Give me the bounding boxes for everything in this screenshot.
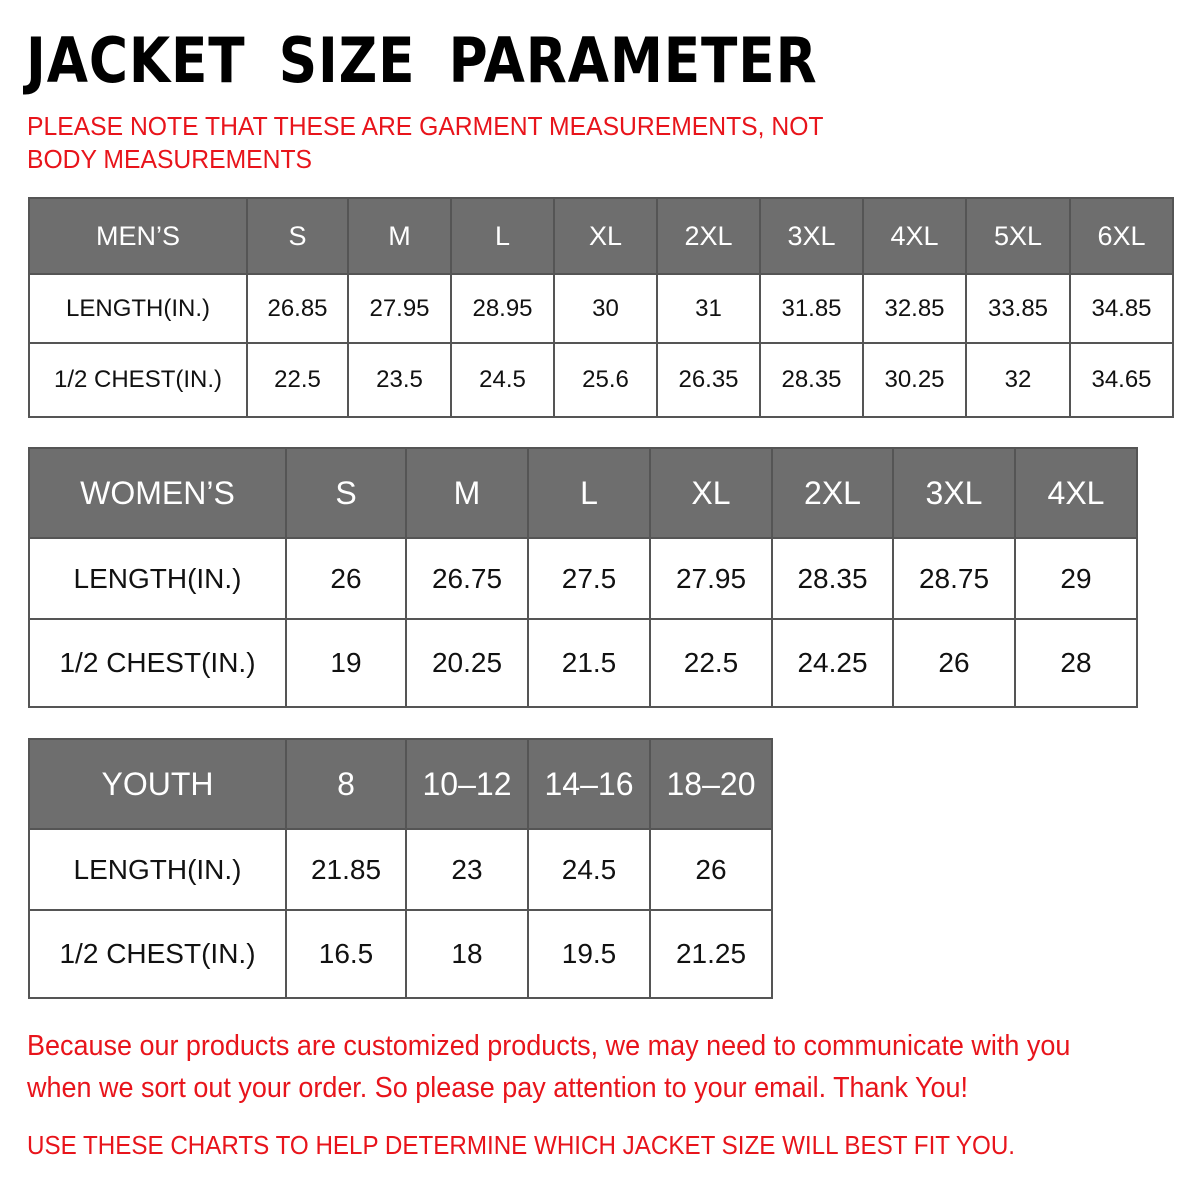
row-label: 1/2 CHEST(IN.) [28, 618, 287, 708]
footer-line-2: when we sort out your order. So please p… [27, 1072, 969, 1104]
measurement-cell: 31.85 [759, 273, 864, 344]
measurement-cell: 21.5 [527, 618, 651, 708]
womens-size-table: WOMEN’S S M L XL 2XL 3XL 4XL LENGTH(IN.) 26 26.75 2… [28, 447, 1138, 708]
measurement-cell: 34.65 [1069, 342, 1174, 418]
footer-line-1: Because our products are customized prod… [27, 1030, 1071, 1062]
measurement-cell: 23.5 [347, 342, 452, 418]
row-label: LENGTH(IN.) [28, 828, 287, 911]
measurement-cell: 27.95 [649, 537, 773, 620]
size-header: S [246, 197, 349, 275]
measurement-cell: 26.75 [405, 537, 529, 620]
measurement-cell: 25.6 [553, 342, 658, 418]
measurement-cell: 28.35 [759, 342, 864, 418]
measurement-cell: 32 [965, 342, 1071, 418]
measurement-cell: 33.85 [965, 273, 1071, 344]
size-header: 10–12 [405, 738, 529, 830]
table-row: 1/2 CHEST(IN.) 16.5 18 19.5 21.25 [28, 909, 773, 999]
measurement-cell: 24.5 [527, 828, 651, 911]
measurement-cell: 19 [285, 618, 407, 708]
measurement-cell: 28.35 [771, 537, 894, 620]
measurement-cell: 26.35 [656, 342, 761, 418]
size-header: 2XL [656, 197, 761, 275]
row-label: LENGTH(IN.) [28, 537, 287, 620]
size-header: 2XL [771, 447, 894, 539]
row-label: 1/2 CHEST(IN.) [28, 909, 287, 999]
measurement-cell: 18 [405, 909, 529, 999]
size-header: 4XL [1014, 447, 1138, 539]
category-header: WOMEN’S [28, 447, 287, 539]
measurement-cell: 24.5 [450, 342, 555, 418]
table-row: LENGTH(IN.) 26.85 27.95 28.95 30 31 31.85 32.85… [28, 273, 1174, 344]
measurement-cell: 24.25 [771, 618, 894, 708]
size-header: L [450, 197, 555, 275]
measurement-cell: 20.25 [405, 618, 529, 708]
measurement-cell: 26 [285, 537, 407, 620]
measurement-cell: 34.85 [1069, 273, 1174, 344]
header-row: WOMEN’S S M L XL 2XL 3XL 4XL [28, 447, 1138, 539]
measurement-cell: 28.75 [892, 537, 1016, 620]
measurement-cell: 22.5 [649, 618, 773, 708]
measurement-cell: 22.5 [246, 342, 349, 418]
size-header: M [405, 447, 529, 539]
size-header: 18–20 [649, 738, 773, 830]
table-row: LENGTH(IN.) 21.85 23 24.5 26 [28, 828, 773, 911]
footer-line-3: USE THESE CHARTS TO HELP DETERMINE WHICH… [27, 1130, 1016, 1160]
category-header: MEN’S [28, 197, 248, 275]
measurement-cell: 32.85 [862, 273, 967, 344]
size-header: 3XL [759, 197, 864, 275]
category-header: YOUTH [28, 738, 287, 830]
size-header: XL [649, 447, 773, 539]
size-header: 3XL [892, 447, 1016, 539]
measurement-cell: 26.85 [246, 273, 349, 344]
measurement-cell: 31 [656, 273, 761, 344]
table-row: 1/2 CHEST(IN.) 22.5 23.5 24.5 25.6 26.35 28.35… [28, 342, 1174, 418]
size-header: M [347, 197, 452, 275]
garment-note: PLEASE NOTE THAT THESE ARE GARMENT MEASU… [27, 111, 824, 174]
youth-size-table: YOUTH 8 10–12 14–16 18–20 LENGTH(IN.) 21.85 23 2… [28, 738, 773, 999]
size-header: XL [553, 197, 658, 275]
size-header: S [285, 447, 407, 539]
header-row: YOUTH 8 10–12 14–16 18–20 [28, 738, 773, 830]
measurement-cell: 23 [405, 828, 529, 911]
measurement-cell: 26 [649, 828, 773, 911]
measurement-cell: 29 [1014, 537, 1138, 620]
row-label: LENGTH(IN.) [28, 273, 248, 344]
mens-size-table: MEN’S S M L XL 2XL 3XL 4XL 5XL 6XL LENGTH(IN.) 26.8… [28, 197, 1174, 418]
measurement-cell: 21.25 [649, 909, 773, 999]
measurement-cell: 28 [1014, 618, 1138, 708]
row-label: 1/2 CHEST(IN.) [28, 342, 248, 418]
table-row: LENGTH(IN.) 26 26.75 27.5 27.95 28.35 28.75 29 [28, 537, 1138, 620]
page-title: JACKET SIZE PARAMETER [26, 24, 818, 97]
measurement-cell: 28.95 [450, 273, 555, 344]
measurement-cell: 19.5 [527, 909, 651, 999]
measurement-cell: 30.25 [862, 342, 967, 418]
measurement-cell: 27.95 [347, 273, 452, 344]
header-row: MEN’S S M L XL 2XL 3XL 4XL 5XL 6XL [28, 197, 1174, 275]
measurement-cell: 16.5 [285, 909, 407, 999]
measurement-cell: 26 [892, 618, 1016, 708]
size-header: 8 [285, 738, 407, 830]
size-header: 5XL [965, 197, 1071, 275]
table-row: 1/2 CHEST(IN.) 19 20.25 21.5 22.5 24.25 26 28 [28, 618, 1138, 708]
measurement-cell: 27.5 [527, 537, 651, 620]
size-header: L [527, 447, 651, 539]
size-header: 6XL [1069, 197, 1174, 275]
size-header: 4XL [862, 197, 967, 275]
measurement-cell: 21.85 [285, 828, 407, 911]
size-header: 14–16 [527, 738, 651, 830]
measurement-cell: 30 [553, 273, 658, 344]
